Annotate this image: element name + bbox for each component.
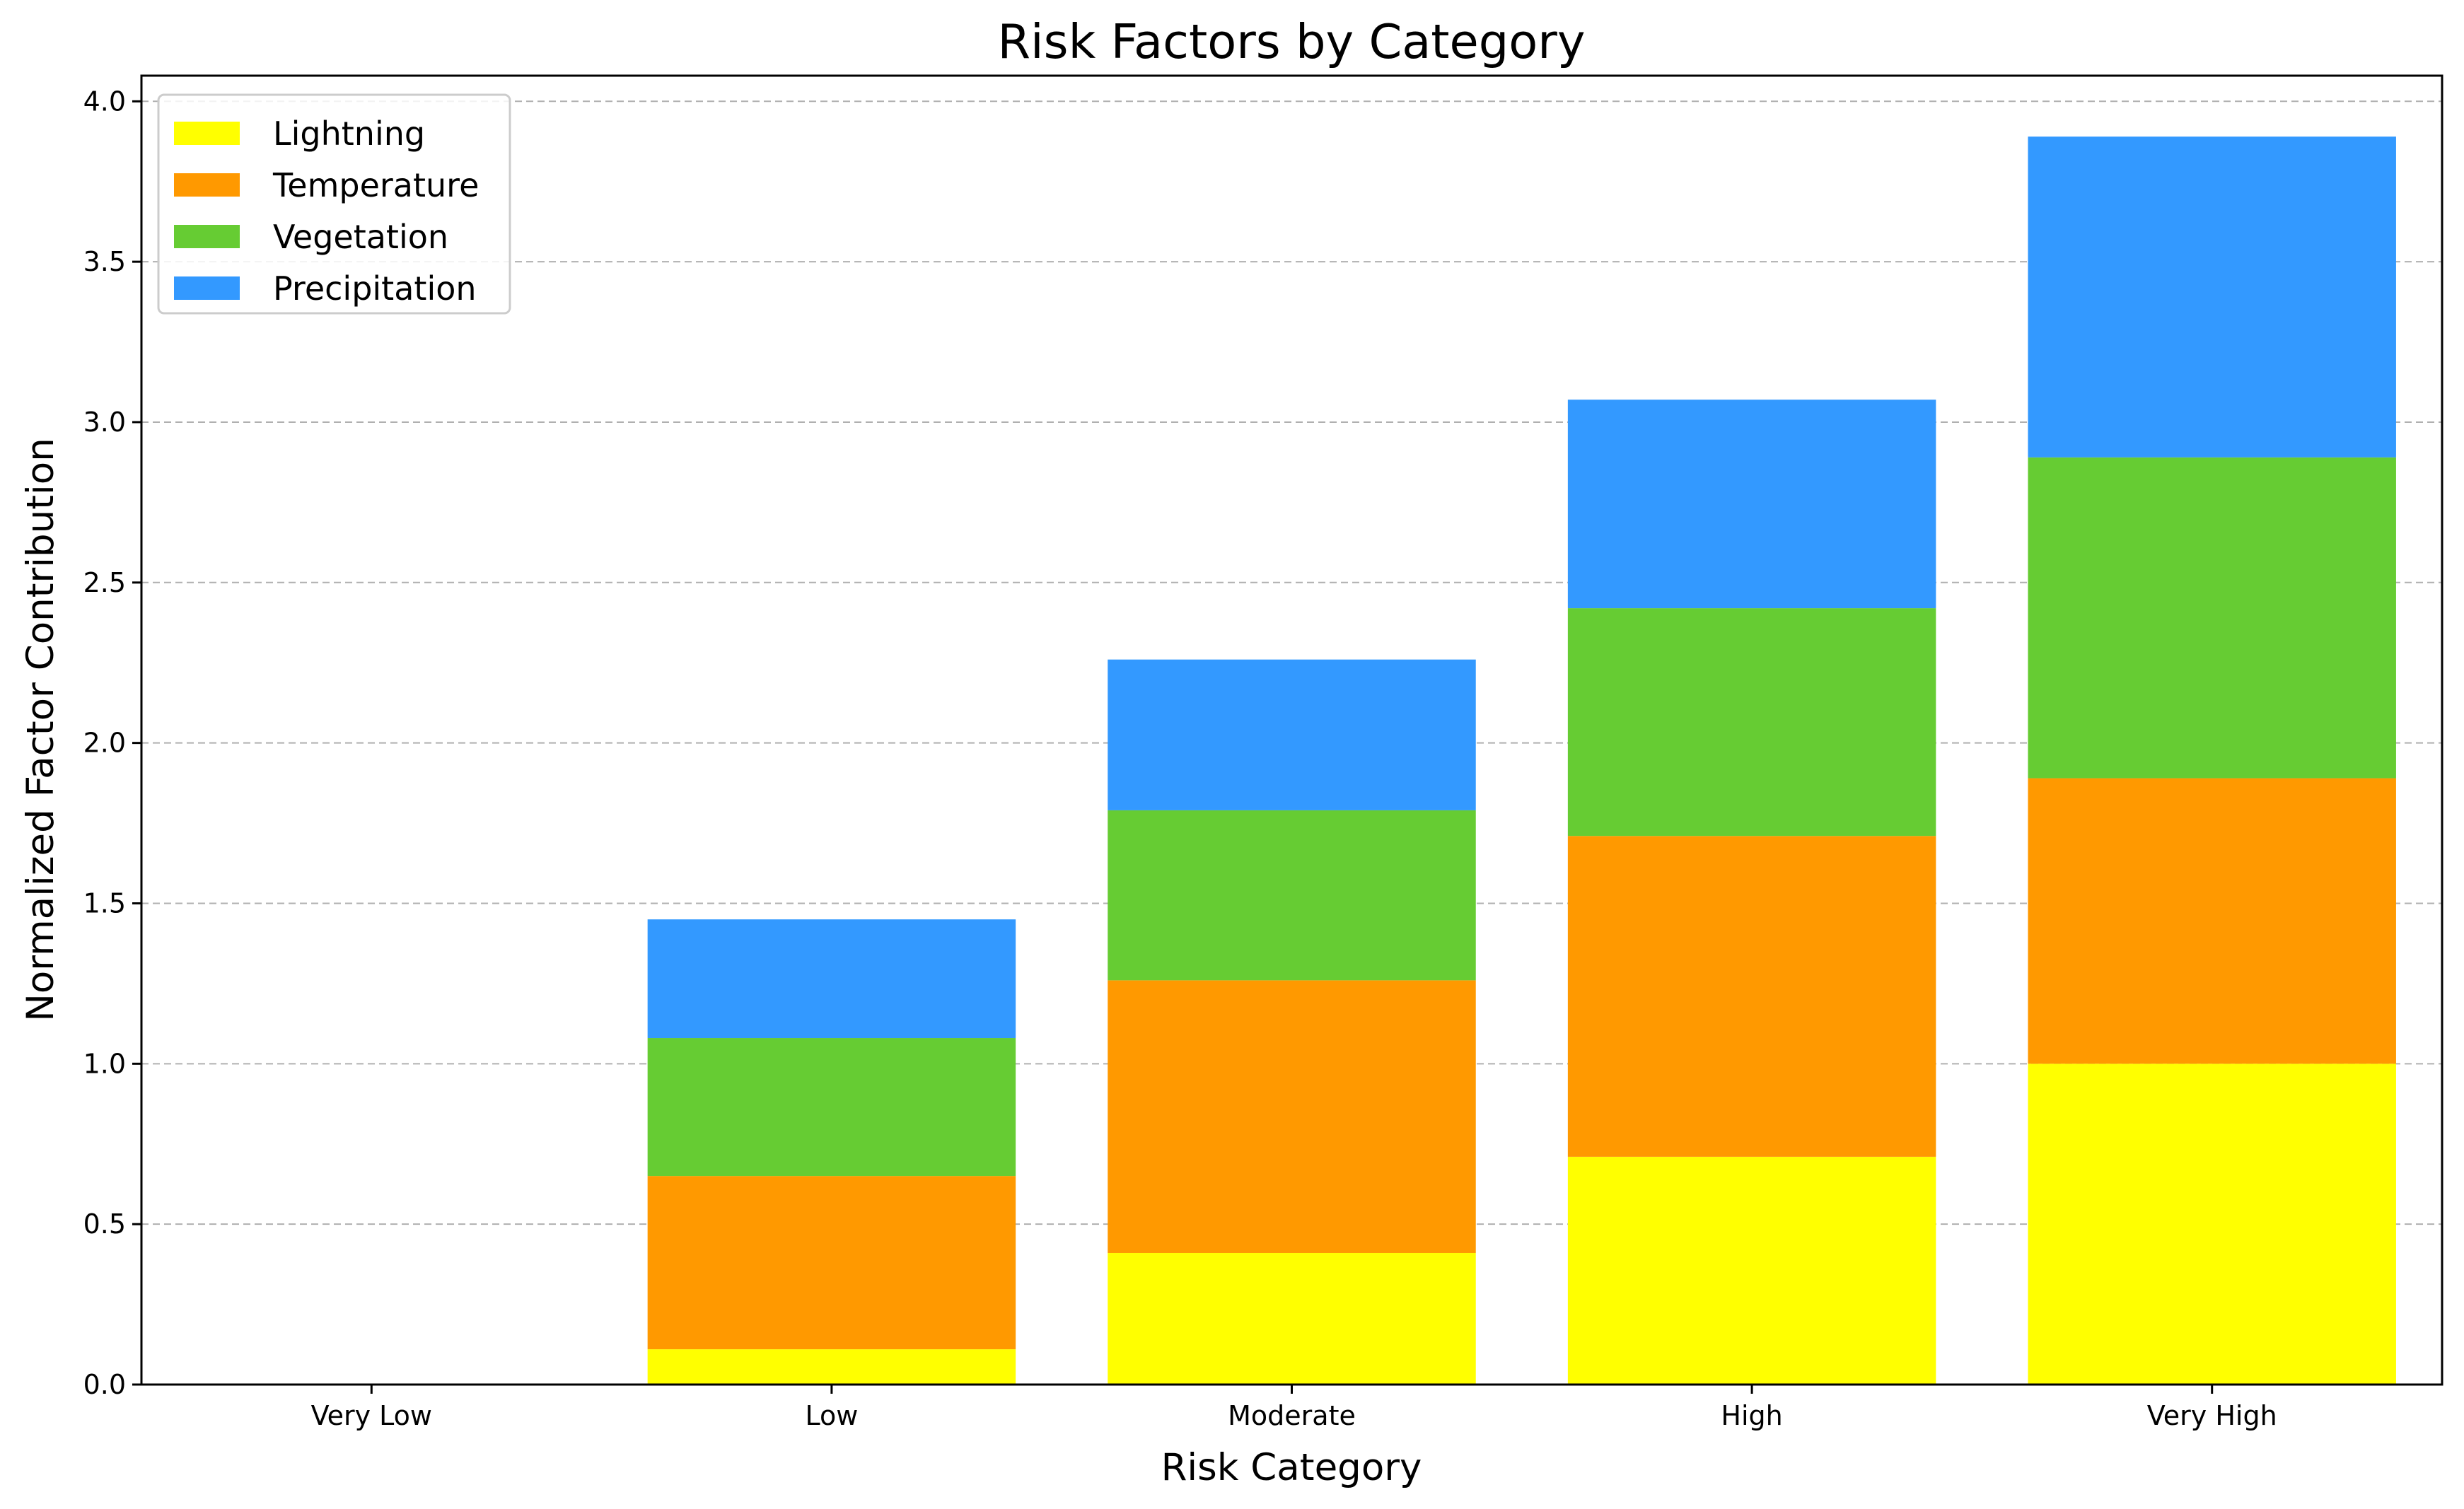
- legend-box: [157, 93, 511, 315]
- x-axis-label: Risk Category: [1161, 1446, 1422, 1489]
- bar-vegetation-high: [1567, 608, 1936, 837]
- y-tick-label: 0.0: [83, 1369, 126, 1400]
- bar-lightning-low: [647, 1349, 1016, 1385]
- bar-precipitation-moderate: [1108, 659, 1476, 810]
- bar-vegetation-low: [647, 1038, 1016, 1177]
- bar-lightning-very-high: [2028, 1064, 2396, 1385]
- y-tick-label: 1.0: [83, 1048, 126, 1079]
- y-tick-label: 4.0: [83, 86, 126, 117]
- bar-temperature-high: [1567, 836, 1936, 1157]
- y-axis-label: Normalized Factor Contribution: [19, 438, 62, 1022]
- legend: Lightning Temperature Vegetation Precipitat…: [157, 93, 511, 315]
- legend-swatch-precipitation: [174, 276, 240, 300]
- bars: [647, 136, 2396, 1385]
- bar-temperature-low: [647, 1176, 1016, 1350]
- legend-label-vegetation: Vegetation: [273, 218, 448, 256]
- bar-temperature-very-high: [2028, 778, 2396, 1064]
- y-tick-label: 2.5: [83, 567, 126, 598]
- y-tick-label: 1.5: [83, 887, 126, 919]
- y-tick-label: 3.0: [83, 407, 126, 438]
- bar-lightning-high: [1567, 1156, 1936, 1385]
- bar-precipitation-high: [1567, 400, 1936, 609]
- bar-vegetation-moderate: [1108, 810, 1476, 981]
- bar-precipitation-low: [647, 919, 1016, 1039]
- x-tick-label: Very Low: [311, 1400, 432, 1431]
- x-tick-label: Moderate: [1228, 1400, 1356, 1431]
- legend-swatch-vegetation: [174, 225, 240, 248]
- x-tick-label: Low: [805, 1400, 858, 1431]
- legend-swatch-temperature: [174, 173, 240, 197]
- x-tick-label: Very High: [2147, 1400, 2277, 1431]
- axis-ticks: 0.0 0.5 1.0 1.5 2.0 2.5 3.0 3.5 4.0 Very Low Low Mo…: [83, 86, 2277, 1431]
- y-tick-label: 2.0: [83, 728, 126, 759]
- bar-vegetation-very-high: [2028, 457, 2396, 779]
- legend-label-lightning: Lightning: [273, 115, 425, 153]
- chart-title: Risk Factors by Category: [998, 14, 1586, 69]
- legend-label-precipitation: Precipitation: [273, 269, 477, 308]
- x-tick-label: High: [1721, 1400, 1782, 1431]
- y-tick-label: 0.5: [83, 1208, 126, 1240]
- bar-lightning-moderate: [1108, 1252, 1476, 1385]
- legend-label-temperature: Temperature: [272, 166, 479, 204]
- legend-swatch-lightning: [174, 122, 240, 145]
- bar-temperature-moderate: [1108, 980, 1476, 1253]
- bar-precipitation-very-high: [2028, 136, 2396, 458]
- y-tick-label: 3.5: [83, 246, 126, 277]
